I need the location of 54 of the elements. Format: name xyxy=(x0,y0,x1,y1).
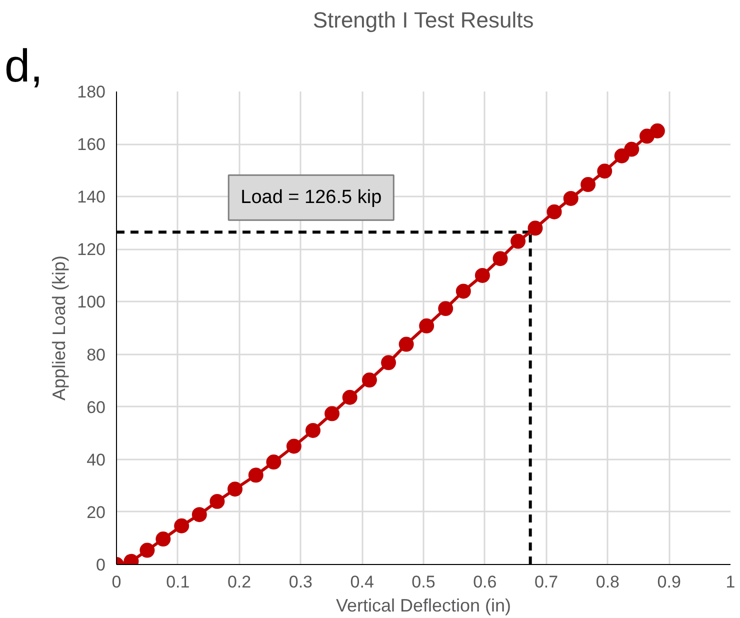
x-tick-label: 0.8 xyxy=(596,572,620,592)
y-axis-title: Applied Load (kip) xyxy=(49,255,70,401)
point xyxy=(324,406,340,422)
point xyxy=(563,190,578,206)
x-tick-label: 0.7 xyxy=(534,572,558,592)
x-tick-label: 0.9 xyxy=(657,572,681,592)
point xyxy=(362,372,377,388)
text: d, xyxy=(4,40,43,92)
point xyxy=(597,164,612,179)
point xyxy=(228,482,242,497)
point xyxy=(342,390,358,405)
x-tick-label: 0.2 xyxy=(227,572,252,592)
x-tick-label: 0 xyxy=(112,572,122,592)
x-tick-label: 0.6 xyxy=(473,572,497,592)
y-tick-label: 20 xyxy=(86,502,106,522)
point xyxy=(398,336,414,352)
point xyxy=(210,494,225,509)
y-tick-label: 40 xyxy=(86,450,106,470)
x-tick-label: 0.4 xyxy=(350,572,374,592)
x-axis-title: Vertical Deflection (in) xyxy=(336,596,512,616)
point xyxy=(624,142,640,157)
point xyxy=(248,468,264,483)
point xyxy=(580,177,596,192)
point xyxy=(266,454,282,470)
point xyxy=(650,123,665,138)
y-tick-label: 180 xyxy=(77,82,106,102)
point xyxy=(192,507,207,522)
point xyxy=(286,438,302,454)
point xyxy=(174,518,190,534)
point xyxy=(456,284,471,299)
point xyxy=(305,422,320,438)
point xyxy=(492,251,508,266)
y-tick-label: 100 xyxy=(77,292,106,312)
point xyxy=(156,532,171,546)
point xyxy=(474,268,490,283)
point xyxy=(546,204,562,220)
point xyxy=(510,234,526,249)
x-tick-label: 0.3 xyxy=(288,572,313,592)
x-tick-label: 0.1 xyxy=(166,572,190,592)
point xyxy=(419,318,434,334)
x-tick-label: 0.5 xyxy=(412,572,436,592)
ref-line-label: Load = 126.5 kip xyxy=(240,187,382,208)
y-tick-label: 160 xyxy=(77,135,106,154)
chart-title: Strength I Test Results xyxy=(312,8,534,32)
y-tick-label: 120 xyxy=(77,240,106,260)
x-tick-label: 1 xyxy=(726,572,736,592)
y-tick-label: 80 xyxy=(86,345,106,364)
point xyxy=(438,301,454,316)
point xyxy=(381,355,396,370)
point xyxy=(528,220,543,236)
y-tick-label: 140 xyxy=(77,188,106,207)
y-tick-label: 60 xyxy=(86,398,106,417)
point xyxy=(140,542,155,558)
y-tick-label: 0 xyxy=(96,556,106,574)
